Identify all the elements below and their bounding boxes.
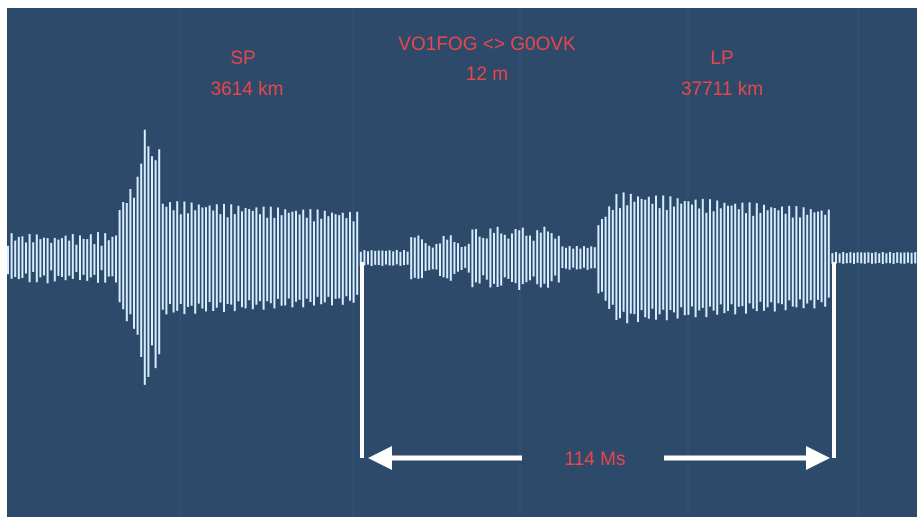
sp-distance: 3614 km (211, 79, 284, 100)
lp-label: LP (710, 48, 733, 69)
delay-label: 114 Ms (565, 449, 626, 470)
delay-marker (360, 262, 836, 470)
chart-title: VO1FOG <> G0OVK (398, 34, 576, 55)
chart-subtitle: 12 m (466, 64, 508, 85)
waveform (7, 129, 917, 385)
sp-label: SP (230, 48, 255, 69)
lp-distance: 37711 km (681, 79, 763, 100)
arrow-right-head (806, 446, 830, 470)
arrow-left-head (368, 446, 392, 470)
